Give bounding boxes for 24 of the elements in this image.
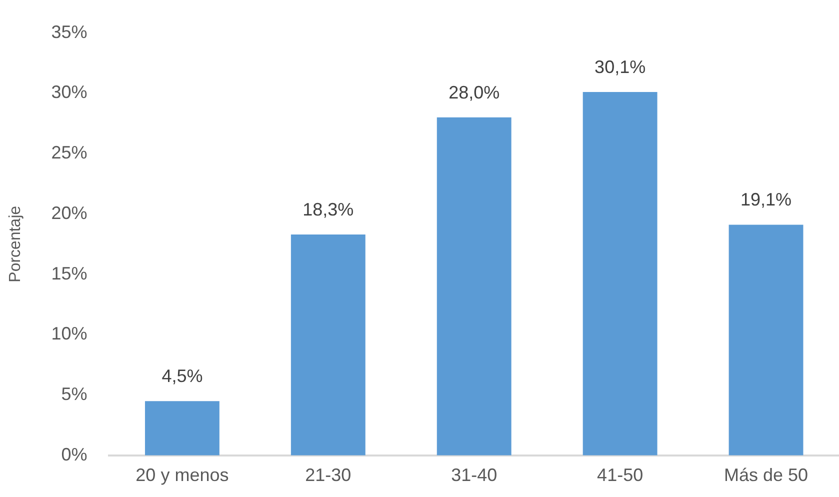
bar [728, 224, 804, 456]
y-tick-label: 0% [61, 444, 88, 464]
y-tick-label: 35% [51, 22, 88, 42]
x-tick-label: 41-50 [597, 465, 644, 486]
y-tick-label: 20% [51, 202, 88, 223]
y-axis-title: Porcentaje [7, 206, 24, 282]
bar [436, 117, 512, 456]
bar [144, 401, 220, 456]
data-label: 28,0% [448, 82, 500, 102]
data-label: 30,1% [594, 56, 646, 77]
y-tick-label: 30% [51, 82, 88, 102]
bar [290, 234, 366, 456]
y-tick-label: 5% [61, 384, 88, 404]
data-label: 4,5% [162, 366, 203, 386]
y-tick-label: 25% [51, 142, 88, 163]
y-tick-label: 10% [51, 324, 88, 344]
bar [582, 92, 658, 456]
x-tick-label: 21-30 [305, 465, 352, 486]
data-label: 18,3% [302, 199, 354, 220]
x-tick-label: 20 y menos [136, 465, 229, 486]
y-tick-label: 15% [51, 263, 88, 284]
x-tick-label: Más de 50 [724, 465, 808, 486]
data-label: 19,1% [740, 190, 792, 210]
x-tick-label: 31-40 [451, 465, 498, 486]
